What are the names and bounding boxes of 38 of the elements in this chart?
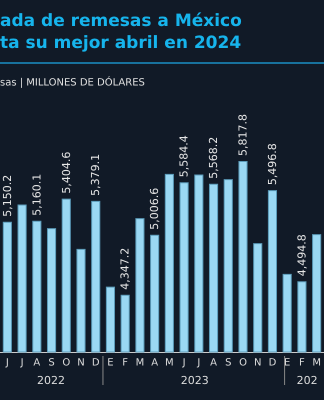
x-tick-label: J	[196, 358, 200, 368]
data-label: 5,584.4	[178, 135, 191, 178]
data-label: 5,817.8	[236, 114, 250, 156]
data-label: 4,494.8	[295, 234, 308, 276]
x-tick-label: J	[4, 358, 9, 368]
x-tick-label: S	[48, 358, 55, 368]
x-tick-label: M	[136, 358, 144, 368]
x-tick-label: F	[299, 358, 306, 368]
x-tick-label: N	[254, 358, 262, 368]
x-tick-label: F	[122, 358, 128, 368]
x-tick-label: M	[165, 358, 174, 368]
x-tick-label: E	[107, 358, 114, 368]
x-tick-label: E	[284, 358, 290, 368]
text: 2023	[180, 374, 209, 387]
text: 202	[296, 374, 318, 387]
x-tick-label: J	[182, 358, 186, 368]
data-label: 5,568.2	[207, 136, 220, 179]
chart-title: ada de remesas a México ta su mejor abril en 2024	[0, 11, 242, 53]
data-label: 4,347.2	[118, 248, 132, 290]
x-tick-label: A	[33, 358, 40, 368]
x-tick-label: J	[20, 358, 24, 368]
x-tick-label: D	[92, 358, 100, 368]
data-label: 5,006.6	[148, 188, 162, 230]
text: 2022	[36, 374, 65, 387]
data-label: 5,160.1	[30, 174, 44, 216]
data-label: 5,379.1	[89, 154, 102, 196]
chart-subtitle: sas | MILLONES DE DÓLARES	[0, 76, 145, 88]
data-label: 5,496.8	[266, 143, 279, 186]
x-tick-label: A	[151, 358, 158, 368]
data-label: 5,404.6	[60, 152, 73, 194]
x-tick-label: D	[268, 358, 277, 368]
x-tick-label: N	[77, 358, 85, 368]
x-tick-label: M	[312, 358, 321, 368]
data-label: 5,150.2	[0, 174, 14, 217]
x-tick-label: O	[62, 358, 70, 368]
x-tick-label: S	[225, 358, 232, 368]
x-tick-label: A	[210, 358, 218, 368]
x-tick-label: O	[239, 358, 248, 368]
